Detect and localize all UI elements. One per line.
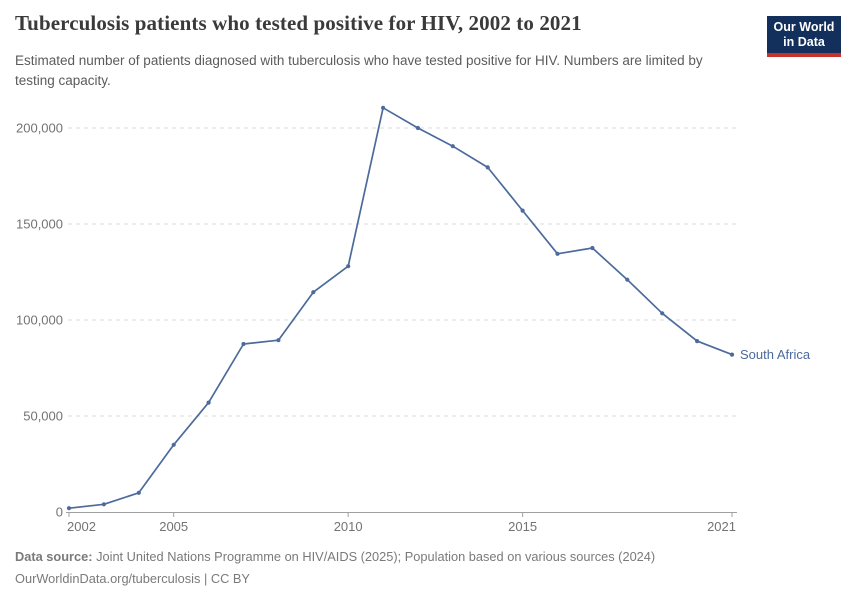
owid-logo-line2: in Data (783, 34, 825, 49)
chart-svg: 0 50,000 100,000 150,000 200,000 2002 2005 2010… (16, 105, 811, 534)
line-chart: 0 50,000 100,000 150,000 200,000 2002 2005 2010… (0, 88, 850, 540)
data-point-marker (520, 208, 525, 213)
data-point-marker (555, 251, 560, 256)
data-point-marker (381, 105, 386, 110)
y-tick-label: 200,000 (16, 121, 63, 136)
data-source-line: Data source: Joint United Nations Progra… (15, 546, 835, 568)
data-source-label: Data source: (15, 549, 93, 564)
page-title: Tuberculosis patients who tested positiv… (15, 11, 582, 35)
data-point-marker (450, 144, 455, 149)
data-point-marker (346, 264, 351, 269)
data-source-text: Joint United Nations Programme on HIV/AI… (92, 549, 656, 564)
x-tick-label: 2021 (707, 519, 736, 534)
owid-logo: Our World in Data (767, 16, 841, 57)
data-line (68, 106, 733, 510)
x-tick-label: 2010 (334, 519, 363, 534)
data-point-marker (485, 165, 490, 170)
owid-logo-line1: Our World (773, 20, 835, 34)
data-point-marker (276, 338, 281, 343)
data-point-marker (590, 245, 595, 251)
data-point-marker (415, 125, 420, 131)
y-tick-label: 100,000 (16, 313, 63, 328)
data-point-marker (729, 352, 735, 357)
data-point-marker (66, 506, 72, 511)
x-tick-label: 2005 (159, 519, 188, 534)
y-tick-label: 0 (56, 505, 63, 520)
data-point-marker (136, 490, 141, 495)
data-point-marker (660, 311, 665, 316)
data-point-marker (241, 341, 246, 347)
x-tick-label: 2015 (508, 519, 537, 534)
data-point-marker (311, 290, 316, 295)
chart-subtitle: Estimated number of patients diagnosed w… (15, 53, 703, 88)
data-point-marker (206, 400, 211, 405)
data-point-marker (171, 442, 176, 447)
data-point-marker (695, 339, 700, 344)
y-tick-label: 50,000 (23, 409, 63, 424)
x-tick-label: 2002 (67, 519, 96, 534)
y-tick-label: 150,000 (16, 217, 63, 232)
license-line: OurWorldinData.org/tuberculosis | CC BY (15, 570, 250, 586)
series-label: South Africa (740, 347, 811, 362)
chart-footer: Data source: Joint United Nations Progra… (15, 546, 835, 590)
data-point-marker (625, 277, 630, 282)
data-point-marker (101, 502, 106, 507)
